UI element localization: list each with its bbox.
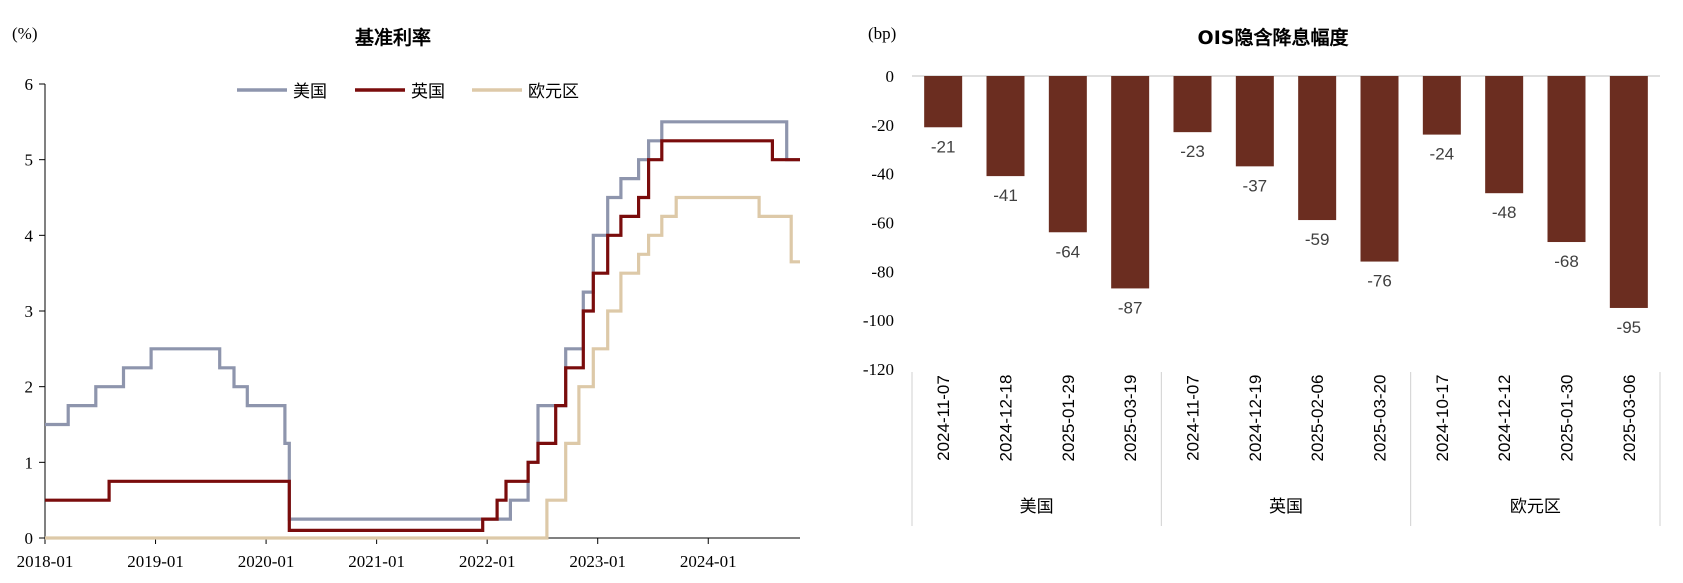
left-x-tick-label: 2022-01: [459, 552, 516, 571]
category-label: 2024-10-17: [1433, 375, 1452, 462]
category-label: 2024-12-19: [1246, 375, 1265, 462]
right-y-tick-label: -40: [871, 165, 894, 184]
left-legend: 美国 英国 欧元区: [237, 82, 579, 102]
category-label: 2025-02-06: [1308, 375, 1327, 462]
bar: [1235, 76, 1274, 167]
bar-data-label: -23: [1180, 142, 1205, 161]
left-y-tick-label: 5: [25, 151, 34, 170]
category-label: 2024-12-12: [1495, 375, 1514, 462]
series-line-us: [45, 120, 800, 521]
legend-label-uk: 英国: [411, 82, 445, 102]
legend-label-eu: 欧元区: [528, 82, 579, 102]
right-y-tick-label: -120: [863, 360, 894, 379]
bar: [1485, 76, 1524, 194]
right-bars: -21 -41 -64 -87 -23 -37 -59 -76 -24 -48 -68 -95: [924, 76, 1648, 337]
group-label: 美国: [1020, 497, 1054, 517]
left-x-tick-label: 2023-01: [569, 552, 626, 571]
right-chart-title: OIS隐含降息幅度: [1198, 26, 1350, 49]
category-label: 2025-01-30: [1558, 375, 1577, 462]
left-y-tick-label: 3: [25, 302, 34, 321]
bar-data-label: -24: [1430, 145, 1455, 164]
bar-data-label: -76: [1367, 272, 1392, 291]
category-label: 2024-12-18: [997, 375, 1016, 462]
bar-data-label: -59: [1305, 230, 1330, 249]
group-label: 欧元区: [1510, 497, 1561, 517]
category-label: 2024-11-07: [1184, 375, 1203, 461]
bar-data-label: -41: [993, 186, 1018, 205]
bar-data-label: -48: [1492, 203, 1517, 222]
left-unit-label: (%): [12, 24, 37, 43]
left-series-lines: [45, 120, 800, 540]
category-label: 2025-03-19: [1121, 375, 1140, 462]
right-y-tick-label: 0: [886, 67, 895, 86]
bar-data-label: -87: [1118, 298, 1143, 317]
left-x-tick-label: 2018-01: [17, 552, 74, 571]
left-x-tick-label: 2024-01: [680, 552, 737, 571]
left-y-tick-label: 6: [25, 75, 34, 94]
left-y-tick-label: 1: [25, 453, 34, 472]
right-category-labels: 2024-11-07 2024-12-18 2025-01-29 2025-03-19…: [911, 372, 1661, 526]
bar: [1111, 76, 1150, 289]
left-x-tick-label: 2020-01: [238, 552, 295, 571]
policy-rate-chart: 基准利率 (%) 0 1 2 3 4 5 6 2018-01 2019-01 2020-01 202…: [12, 24, 800, 571]
category-label: 2024-11-07: [934, 375, 953, 461]
bar: [1547, 76, 1586, 243]
left-x-tick-label: 2021-01: [348, 552, 405, 571]
right-y-tick-label: -100: [863, 311, 894, 330]
left-x-tick-label: 2019-01: [127, 552, 184, 571]
bar: [1048, 76, 1087, 233]
bar-data-label: -21: [931, 137, 956, 156]
left-y-tick-label: 0: [25, 529, 34, 548]
series-line-uk: [45, 139, 800, 532]
right-y-tick-label: -60: [871, 214, 894, 233]
bar: [924, 76, 963, 128]
category-label: 2025-03-06: [1620, 375, 1639, 462]
bar: [986, 76, 1025, 177]
left-axes: 0 1 2 3 4 5 6 2018-01 2019-01 2020-01 2021-01 2022-…: [17, 75, 800, 571]
bar-data-label: -37: [1243, 176, 1268, 195]
right-y-tick-label: -20: [871, 116, 894, 135]
bar-data-label: -68: [1554, 252, 1579, 271]
right-unit-label: (bp): [868, 24, 896, 43]
bar: [1298, 76, 1337, 221]
left-y-tick-label: 4: [25, 226, 34, 245]
bar: [1173, 76, 1212, 133]
bar: [1422, 76, 1461, 135]
bar: [1609, 76, 1648, 308]
category-label: 2025-03-20: [1371, 375, 1390, 462]
bar: [1360, 76, 1399, 262]
right-y-tick-label: -80: [871, 262, 894, 281]
legend-label-us: 美国: [293, 82, 327, 102]
right-axes: 0 -20 -40 -60 -80 -100 -120: [863, 67, 1660, 379]
category-label: 2025-01-29: [1059, 375, 1078, 462]
ois-cut-chart: OIS隐含降息幅度 (bp) 0 -20 -40 -60 -80 -100 -120 -21…: [863, 24, 1661, 526]
bar-data-label: -95: [1617, 318, 1642, 337]
left-chart-title: 基准利率: [354, 26, 431, 49]
group-label: 英国: [1269, 497, 1303, 517]
bar-data-label: -64: [1056, 242, 1081, 261]
series-line-eu: [45, 195, 800, 540]
left-y-tick-label: 2: [25, 378, 34, 397]
